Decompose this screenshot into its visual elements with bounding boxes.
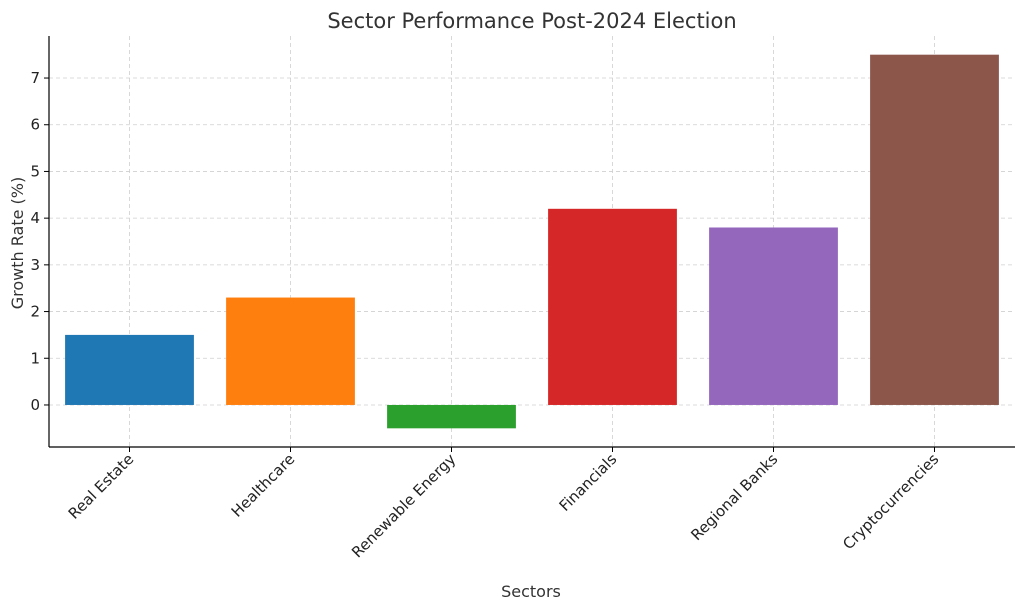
x-tick-label: Renewable Energy: [348, 450, 459, 561]
x-tick-label: Real Estate: [65, 450, 138, 523]
x-tick-label: Regional Banks: [687, 450, 781, 544]
y-tick-label: 7: [30, 69, 40, 87]
x-tick-labels: Real Estate Healthcare Renewable Energy Fin…: [65, 450, 943, 561]
x-tick-label: Financials: [556, 450, 621, 515]
y-tick-label: 5: [30, 162, 40, 180]
axes-layer: [44, 36, 1015, 452]
y-tick-label: 3: [30, 256, 40, 274]
y-tick-label: 2: [30, 303, 40, 321]
y-tick-label: 1: [30, 349, 40, 367]
bar: [226, 297, 355, 405]
chart-title: Sector Performance Post-2024 Election: [327, 9, 736, 33]
bar: [548, 208, 677, 405]
y-tick-label: 6: [30, 116, 40, 134]
bar: [65, 334, 194, 405]
y-axis-label: Growth Rate (%): [8, 177, 27, 309]
y-tick-labels: 0 1 2 3 4 5 6 7: [30, 69, 40, 414]
y-tick-label: 4: [30, 209, 40, 227]
bars-layer: [65, 54, 999, 429]
bar: [870, 54, 999, 405]
x-axis-label: Sectors: [501, 582, 561, 601]
y-tick-label: 0: [30, 396, 40, 414]
bar: [709, 227, 838, 405]
x-tick-label: Healthcare: [228, 450, 299, 521]
x-tick-label: Cryptocurrencies: [839, 450, 942, 553]
bar: [387, 404, 516, 429]
